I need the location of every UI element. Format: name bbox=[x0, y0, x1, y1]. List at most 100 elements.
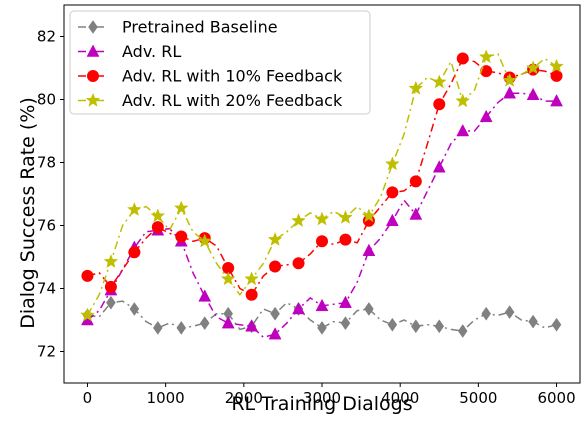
data-point bbox=[504, 305, 515, 320]
data-point bbox=[526, 87, 540, 101]
data-point bbox=[127, 202, 142, 216]
data-point bbox=[221, 316, 235, 329]
legend: Pretrained Baseline Adv. RL Adv. RL with 1… bbox=[69, 10, 371, 115]
legend-label: Adv. RL bbox=[122, 42, 181, 61]
data-point bbox=[456, 52, 469, 65]
data-point bbox=[478, 49, 494, 64]
data-point bbox=[292, 257, 305, 270]
data-point bbox=[292, 301, 305, 315]
data-point bbox=[339, 233, 352, 246]
data-point bbox=[433, 98, 446, 111]
data-point bbox=[198, 289, 212, 302]
series-layer bbox=[80, 49, 564, 340]
legend-marker bbox=[86, 44, 100, 57]
data-point bbox=[479, 109, 493, 123]
x-tick-label: 1000 bbox=[147, 389, 185, 407]
data-point bbox=[409, 207, 423, 220]
data-point bbox=[80, 307, 95, 322]
x-tick-label: 6000 bbox=[537, 389, 575, 407]
data-point bbox=[197, 233, 213, 248]
data-point bbox=[315, 298, 329, 312]
data-point bbox=[176, 320, 187, 335]
data-point bbox=[549, 58, 564, 73]
data-point bbox=[106, 295, 116, 310]
data-point bbox=[432, 160, 446, 173]
data-point bbox=[455, 93, 471, 108]
x-tick-label: 3000 bbox=[303, 389, 341, 407]
y-tick-label: 72 bbox=[37, 343, 56, 361]
data-point bbox=[362, 243, 376, 256]
y-tick-label: 76 bbox=[37, 217, 56, 235]
y-tick-label: 74 bbox=[37, 280, 56, 298]
data-point bbox=[411, 319, 421, 334]
series-1 bbox=[81, 86, 563, 340]
x-axis-label: RL Training Dialogs bbox=[231, 393, 412, 415]
data-point bbox=[408, 80, 424, 95]
data-point bbox=[528, 314, 538, 329]
legend-label: Adv. RL with 20% Feedback bbox=[122, 91, 343, 110]
x-tick-label: 4000 bbox=[381, 389, 419, 407]
data-point bbox=[267, 231, 283, 246]
data-point bbox=[316, 235, 328, 248]
data-point bbox=[550, 69, 563, 82]
data-point bbox=[151, 221, 164, 234]
data-point bbox=[385, 213, 399, 227]
y-tick-label: 82 bbox=[37, 28, 56, 46]
legend-label: Adv. RL with 10% Feedback bbox=[122, 67, 343, 86]
data-point bbox=[409, 175, 422, 188]
data-point bbox=[314, 211, 330, 226]
data-point bbox=[150, 208, 166, 223]
data-point bbox=[387, 317, 398, 332]
legend-marker bbox=[87, 70, 99, 82]
data-point bbox=[291, 213, 306, 228]
legend-entry-1: Adv. RL bbox=[78, 42, 181, 61]
data-point bbox=[551, 317, 562, 332]
data-point bbox=[245, 319, 259, 332]
data-point bbox=[550, 94, 563, 107]
legend-marker bbox=[85, 92, 101, 107]
data-point bbox=[502, 72, 517, 87]
y-axis-label: Dialog Success Rate (%) bbox=[17, 97, 39, 329]
data-point bbox=[270, 306, 280, 321]
y-tick-label: 78 bbox=[37, 154, 56, 172]
legend-box bbox=[69, 10, 371, 115]
data-point bbox=[269, 260, 282, 273]
data-point bbox=[317, 320, 327, 335]
data-point bbox=[128, 246, 141, 259]
data-point bbox=[199, 316, 210, 331]
data-point bbox=[503, 86, 517, 99]
series-3 bbox=[80, 49, 564, 322]
series-line bbox=[87, 300, 557, 332]
data-point bbox=[153, 320, 163, 335]
data-point bbox=[481, 306, 491, 321]
data-point bbox=[175, 230, 188, 243]
data-point bbox=[173, 200, 189, 215]
data-point bbox=[431, 74, 447, 89]
legend-entry-0: Pretrained Baseline bbox=[78, 18, 278, 37]
data-point bbox=[244, 271, 259, 286]
data-point bbox=[340, 316, 351, 331]
data-point bbox=[81, 269, 94, 282]
axes-layer: 0 1000 2000 3000 4000 5000 6000 72 74 76 78 80 82 bbox=[37, 4, 581, 407]
data-point bbox=[386, 186, 399, 199]
data-point bbox=[364, 302, 374, 316]
data-point bbox=[456, 123, 470, 137]
data-point bbox=[268, 327, 282, 340]
legend-entry-3: Adv. RL with 20% Feedback bbox=[78, 91, 343, 110]
legend-label: Pretrained Baseline bbox=[122, 18, 278, 37]
data-point bbox=[245, 288, 258, 301]
y-tick-label: 80 bbox=[37, 91, 56, 109]
legend-entry-2: Adv. RL with 10% Feedback bbox=[78, 67, 343, 86]
data-point bbox=[525, 60, 541, 75]
data-point bbox=[129, 302, 140, 316]
x-tick-label: 2000 bbox=[225, 389, 263, 407]
data-point bbox=[457, 324, 468, 338]
legend-marker bbox=[88, 20, 98, 34]
data-point bbox=[103, 254, 119, 268]
x-tick-label: 5000 bbox=[459, 389, 497, 407]
data-point bbox=[338, 209, 353, 224]
data-point bbox=[104, 280, 117, 293]
x-tick-label: 0 bbox=[83, 389, 93, 407]
data-point bbox=[339, 295, 352, 308]
